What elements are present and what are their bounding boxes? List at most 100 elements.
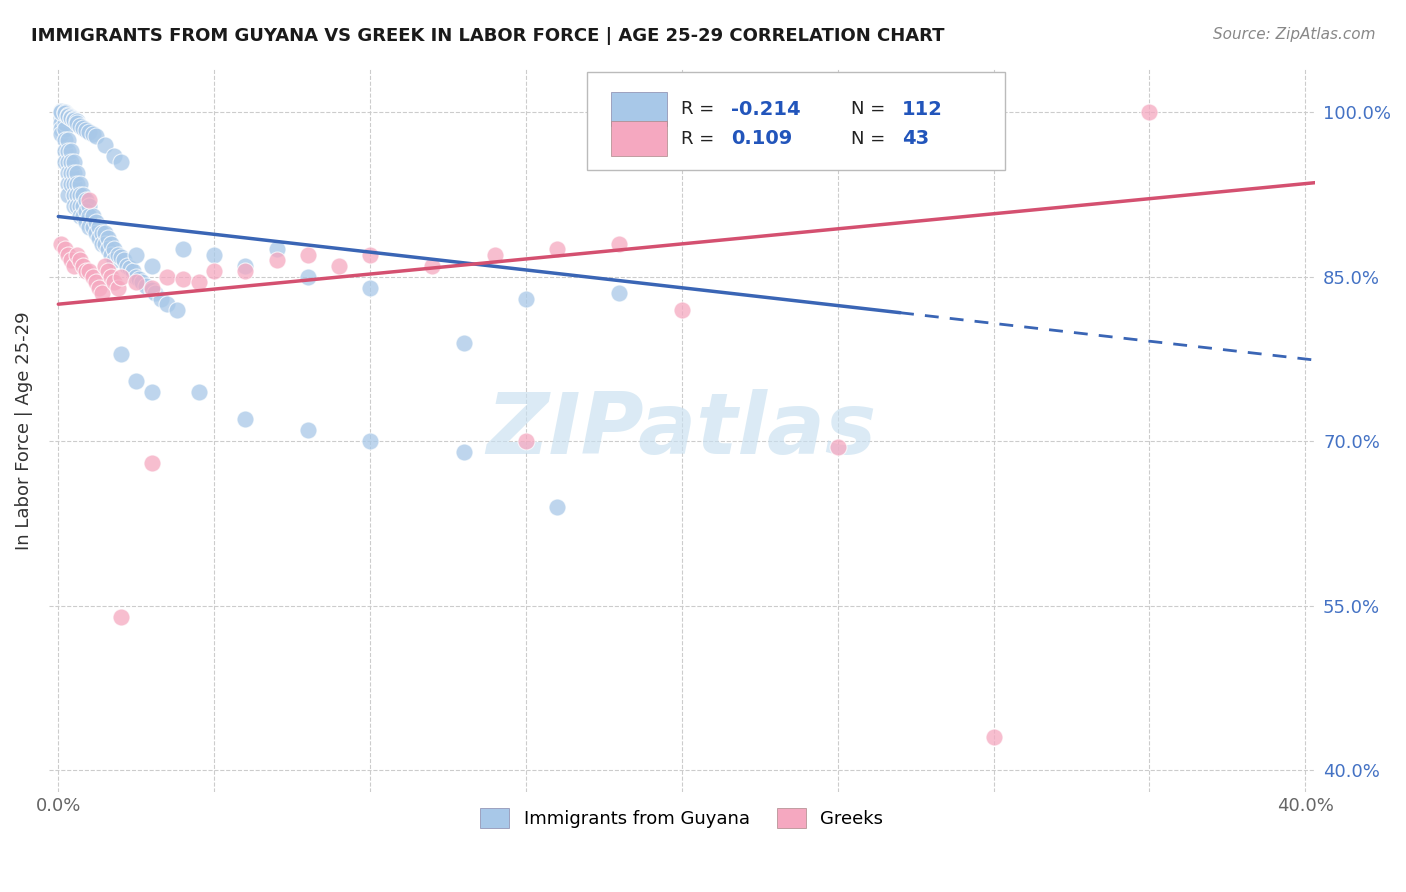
Point [141, 456, 163, 470]
Text: 0.109: 0.109 [731, 129, 793, 148]
Point [56, 177, 79, 191]
Point [51, 116, 73, 130]
Point [63, 112, 86, 126]
Point [63, 259, 86, 273]
Point [235, 259, 257, 273]
Point [110, 154, 132, 169]
Point [69, 177, 91, 191]
Point [297, 269, 319, 284]
Point [63, 113, 86, 128]
Point [56, 107, 79, 121]
Point [59, 166, 82, 180]
Point [82, 269, 104, 284]
Point [53, 116, 76, 130]
Point [328, 259, 350, 273]
Point [187, 384, 209, 399]
Point [94, 259, 117, 273]
Point [91, 236, 114, 251]
Text: IMMIGRANTS FROM GUYANA VS GREEK IN LABOR FORCE | AGE 25-29 CORRELATION CHART: IMMIGRANTS FROM GUYANA VS GREEK IN LABOR… [31, 27, 945, 45]
Point [202, 248, 225, 262]
Point [166, 302, 188, 317]
Point [125, 269, 148, 284]
Point [359, 434, 381, 449]
Point [546, 500, 568, 514]
Point [422, 259, 444, 273]
Text: 43: 43 [903, 129, 929, 148]
FancyBboxPatch shape [586, 72, 1004, 169]
Point [827, 440, 849, 454]
Point [115, 259, 138, 273]
Point [53, 106, 76, 120]
Text: R =: R = [681, 100, 720, 118]
Point [53, 154, 76, 169]
Point [53, 243, 76, 257]
Point [66, 248, 89, 262]
Point [141, 259, 163, 273]
Point [141, 283, 163, 297]
Point [266, 253, 288, 268]
FancyBboxPatch shape [612, 92, 666, 127]
Point [69, 253, 91, 268]
Point [53, 105, 76, 120]
Point [56, 166, 79, 180]
Point [63, 154, 86, 169]
Point [63, 198, 86, 212]
Point [94, 226, 117, 240]
Point [110, 269, 132, 284]
Point [187, 275, 209, 289]
Point [87, 220, 110, 235]
Point [484, 248, 506, 262]
Point [66, 116, 89, 130]
Point [87, 231, 110, 245]
Point [266, 243, 288, 257]
Point [235, 412, 257, 426]
Point [84, 129, 107, 144]
Point [79, 193, 101, 207]
Point [84, 275, 107, 289]
Text: N =: N = [852, 129, 891, 148]
Point [107, 248, 129, 262]
Point [515, 292, 537, 306]
Text: R =: R = [681, 129, 725, 148]
Point [72, 210, 94, 224]
Point [53, 121, 76, 136]
Point [359, 281, 381, 295]
Point [110, 346, 132, 360]
Point [453, 445, 475, 459]
Point [66, 187, 89, 202]
Text: -0.214: -0.214 [731, 100, 801, 119]
Point [59, 253, 82, 268]
Y-axis label: In Labor Force | Age 25-29: In Labor Force | Age 25-29 [15, 311, 32, 549]
Point [84, 215, 107, 229]
FancyBboxPatch shape [612, 121, 666, 156]
Point [112, 253, 135, 268]
Point [97, 243, 120, 257]
Point [103, 275, 125, 289]
Point [100, 269, 122, 284]
Point [51, 128, 73, 142]
Text: N =: N = [852, 100, 891, 118]
Point [84, 226, 107, 240]
Point [128, 272, 150, 286]
Point [56, 144, 79, 158]
Point [56, 187, 79, 202]
Point [56, 154, 79, 169]
Point [63, 187, 86, 202]
Point [56, 109, 79, 123]
Point [103, 149, 125, 163]
Point [66, 198, 89, 212]
Point [125, 275, 148, 289]
Point [66, 177, 89, 191]
Point [235, 264, 257, 278]
Point [69, 187, 91, 202]
Point [51, 104, 73, 119]
Text: 112: 112 [903, 100, 943, 119]
Point [359, 248, 381, 262]
Point [51, 236, 73, 251]
Point [297, 423, 319, 437]
Point [63, 177, 86, 191]
Point [79, 264, 101, 278]
Point [97, 264, 120, 278]
Point [122, 264, 145, 278]
Point [143, 286, 166, 301]
